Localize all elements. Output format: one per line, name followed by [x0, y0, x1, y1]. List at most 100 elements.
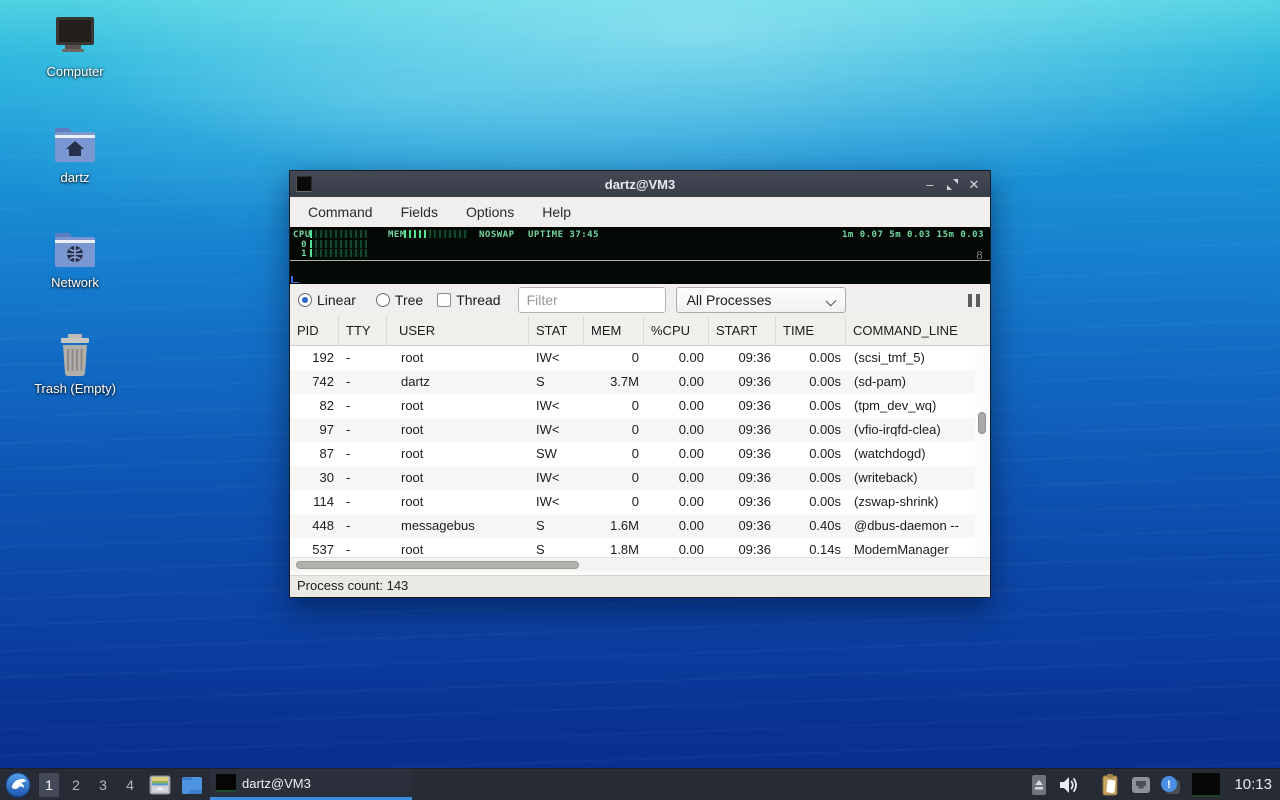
table-row[interactable]: 537- root S 1.8M 0.00 09:36 0.14s ModemManager [290, 538, 990, 557]
header-time[interactable]: TIME [776, 316, 846, 345]
cell-start: 09:36 [738, 374, 771, 389]
cell-pid: 192 [312, 350, 334, 365]
cell-stat: IW< [536, 422, 560, 437]
cell-pid: 30 [319, 470, 334, 485]
process-scope-select[interactable]: All Processes [675, 287, 846, 313]
desktop-icon-computer[interactable]: Computer [18, 14, 132, 79]
cpu0-meter [310, 240, 367, 248]
cell-start: 09:36 [738, 398, 771, 413]
removable-media-tray-item[interactable] [1028, 773, 1050, 797]
cell-time: 0.00s [809, 470, 841, 485]
close-button[interactable]: ✕ [968, 176, 980, 192]
tree-radio[interactable]: Tree [375, 292, 423, 308]
thread-checkbox[interactable]: Thread [437, 292, 501, 308]
thread-checkbox-label: Thread [456, 292, 501, 308]
window-title: dartz@VM3 [604, 176, 676, 192]
system-monitor-graph[interactable]: CPU MEM NOSWAP UPTIME 37:45 1m 0.07 5m 0… [290, 227, 990, 284]
statusbar-gap [290, 571, 990, 575]
mem-meter-fill [404, 230, 426, 238]
cell-mem: 0 [631, 422, 639, 437]
menu-options[interactable]: Options [465, 204, 515, 220]
titlebar[interactable]: dartz@VM3 – ✕ [290, 171, 990, 197]
notification-tray-item[interactable]: ! [1160, 773, 1182, 797]
workspace-button-1[interactable]: 1 [39, 772, 59, 797]
desktop-folder-launcher[interactable] [180, 773, 204, 797]
cell-cpu: 0.00 [678, 422, 704, 437]
cell-start: 09:36 [738, 350, 771, 365]
desktop-icon-trash[interactable]: Trash (Empty) [18, 331, 132, 396]
header-mem[interactable]: MEM [584, 316, 644, 345]
workspace-button-4[interactable]: 4 [126, 776, 134, 793]
cell-user: dartz [401, 374, 430, 389]
menu-fields[interactable]: Fields [400, 204, 438, 220]
alert-badge-icon: ! [1161, 775, 1181, 794]
header-cpu[interactable]: %CPU [644, 316, 709, 345]
minimize-button[interactable]: – [926, 176, 934, 192]
vertical-scrollbar-thumb[interactable] [978, 412, 986, 434]
maximize-button[interactable] [944, 176, 960, 192]
cell-pid: 87 [319, 446, 334, 461]
horizontal-scrollbar-thumb[interactable] [296, 561, 579, 569]
filter-input[interactable] [517, 287, 666, 313]
cell-cpu: 0.00 [678, 518, 704, 533]
header-pid[interactable]: PID [290, 316, 339, 345]
clipboard-tray-item[interactable] [1100, 773, 1122, 797]
table-row[interactable]: 82- root IW< 0 0.00 09:36 0.00s (tpm_dev_wq) [290, 394, 990, 418]
table-row[interactable]: 192- root IW< 0 0.00 09:36 0.00s (scsi_tmf_5) [290, 346, 990, 370]
cell-tty: - [346, 494, 351, 509]
monitor-thumbnail-tray-item[interactable] [1192, 772, 1221, 797]
cpu-meter [310, 230, 367, 238]
cell-user: root [401, 470, 424, 485]
ethernet-icon [1132, 776, 1151, 793]
volume-tray-item[interactable] [1058, 773, 1080, 797]
table-row[interactable]: 30- root IW< 0 0.00 09:36 0.00s (writeback) [290, 466, 990, 490]
lxqt-menu-icon[interactable] [5, 772, 31, 798]
vertical-scrollbar[interactable] [975, 346, 989, 557]
menubar: Command Fields Options Help [290, 197, 990, 227]
cell-command: (tpm_dev_wq) [854, 398, 937, 413]
header-user[interactable]: USER [387, 316, 529, 345]
cell-user: messagebus [401, 518, 475, 533]
window-app-icon [296, 176, 312, 192]
desktop-icon-home[interactable]: dartz [18, 120, 132, 185]
cell-mem: 0 [631, 494, 639, 509]
linear-radio[interactable]: Linear [298, 292, 356, 308]
cpu1-label: 1 [301, 249, 307, 259]
workspace-button-3[interactable]: 3 [99, 776, 107, 793]
header-command-line[interactable]: COMMAND_LINE [853, 323, 958, 338]
cell-cpu: 0.00 [678, 494, 704, 509]
radio-unselected-icon [375, 293, 390, 307]
cell-pid: 537 [312, 542, 334, 557]
cell-mem: 3.7M [610, 374, 639, 389]
table-row[interactable]: 87- root SW 0 0.00 09:36 0.00s (watchdogd) [290, 442, 990, 466]
taskbar-task-button[interactable]: dartz@VM3 [210, 769, 412, 800]
cell-cpu: 0.00 [678, 398, 704, 413]
network-tray-item[interactable] [1130, 773, 1152, 797]
desktop-icon-network[interactable]: Network [18, 225, 132, 290]
table-row[interactable]: 742- dartz S 3.7M 0.00 09:36 0.00s (sd-pam) [290, 370, 990, 394]
table-row[interactable]: 448- messagebus S 1.6M 0.00 09:36 0.40s @dbus-d… [290, 514, 990, 538]
cell-pid: 82 [319, 398, 334, 413]
horizontal-scrollbar[interactable] [290, 557, 990, 571]
pause-button[interactable] [968, 293, 980, 307]
speaker-icon [1060, 776, 1078, 793]
menu-command[interactable]: Command [308, 204, 373, 220]
header-stat[interactable]: STAT [529, 316, 584, 345]
chevron-down-icon [825, 295, 836, 307]
table-row[interactable]: 97- root IW< 0 0.00 09:36 0.00s (vfio-irqfd-cle… [290, 418, 990, 442]
taskbar-clock[interactable]: 10:13 [1234, 776, 1272, 793]
header-tty[interactable]: TTY [339, 316, 387, 345]
cell-time: 0.00s [809, 494, 841, 509]
cell-start: 09:36 [738, 518, 771, 533]
file-manager-launcher[interactable] [148, 773, 172, 797]
header-start[interactable]: START [709, 316, 776, 345]
workspace-button-2[interactable]: 2 [72, 776, 80, 793]
cell-command: (sd-pam) [854, 374, 907, 389]
cell-stat: S [536, 518, 545, 533]
cell-time: 0.00s [809, 374, 841, 389]
table-row[interactable]: 114- root IW< 0 0.00 09:36 0.00s (zswap-shrink) [290, 490, 990, 514]
network-folder-icon [18, 225, 132, 271]
menu-help[interactable]: Help [542, 204, 571, 220]
desktop-icon-label: Trash (Empty) [34, 381, 116, 396]
cell-mem: 0 [631, 446, 639, 461]
